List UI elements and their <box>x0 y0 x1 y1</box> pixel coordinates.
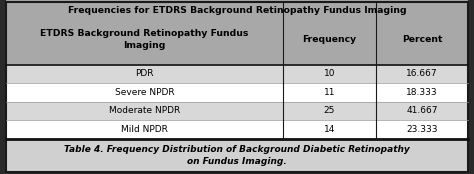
Text: 41.667: 41.667 <box>406 106 438 115</box>
Text: on Fundus Imaging.: on Fundus Imaging. <box>187 157 287 167</box>
Bar <box>6 0 468 65</box>
Bar <box>6 83 468 102</box>
Text: Imaging: Imaging <box>123 41 165 50</box>
Text: 16.667: 16.667 <box>406 69 438 78</box>
Text: Mild NPDR: Mild NPDR <box>121 125 168 134</box>
Text: 11: 11 <box>324 88 335 97</box>
Text: 10: 10 <box>324 69 335 78</box>
Text: Table 4. Frequency Distribution of Background Diabetic Retinopathy: Table 4. Frequency Distribution of Backg… <box>64 145 410 154</box>
Text: 18.333: 18.333 <box>406 88 438 97</box>
Text: 25: 25 <box>324 106 335 115</box>
Text: Severe NPDR: Severe NPDR <box>115 88 174 97</box>
Bar <box>6 139 468 172</box>
Text: Frequency: Frequency <box>302 35 356 45</box>
Text: 23.333: 23.333 <box>406 125 438 134</box>
Bar <box>6 120 468 139</box>
Text: PDR: PDR <box>135 69 154 78</box>
Text: Frequencies for ETDRS Background Retinopathy Fundus Imaging: Frequencies for ETDRS Background Retinop… <box>68 6 406 15</box>
Bar <box>6 65 468 83</box>
Text: Percent: Percent <box>402 35 442 45</box>
Text: ETDRS Background Retinopathy Fundus: ETDRS Background Retinopathy Fundus <box>40 29 249 38</box>
Text: Moderate NPDR: Moderate NPDR <box>109 106 180 115</box>
Text: 14: 14 <box>324 125 335 134</box>
Bar <box>6 102 468 120</box>
